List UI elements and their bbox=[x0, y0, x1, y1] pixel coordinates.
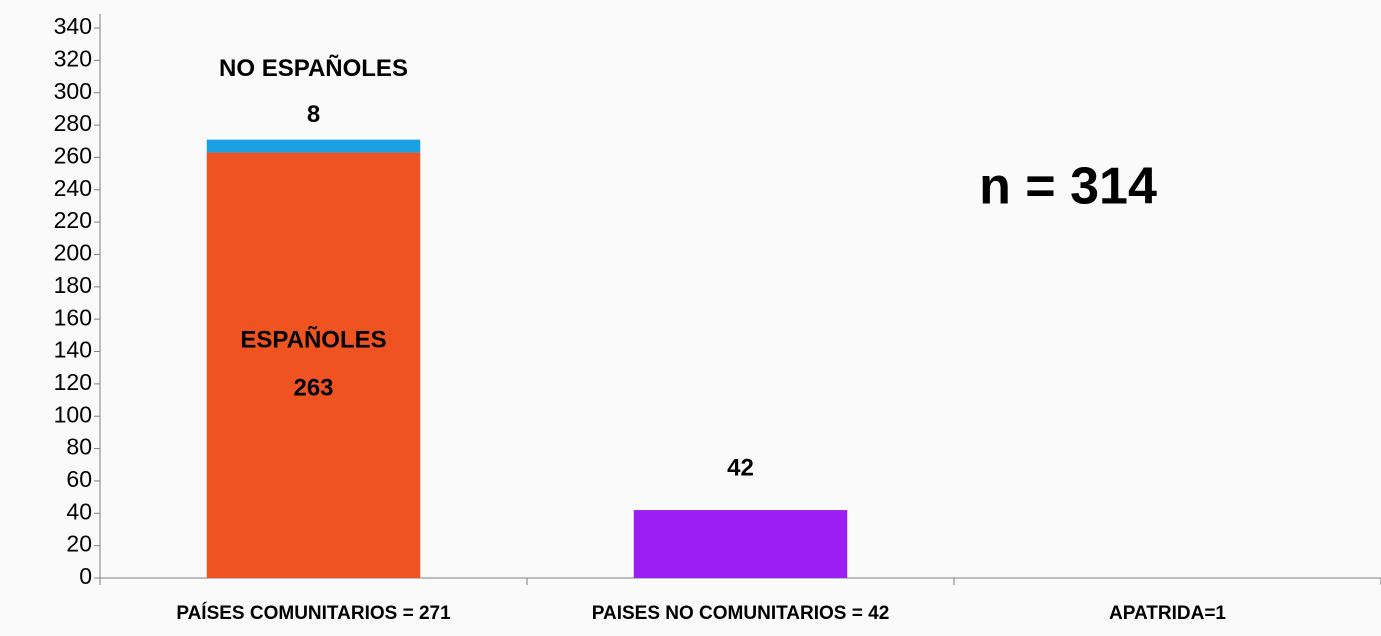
y-tick-label: 140 bbox=[54, 337, 92, 363]
y-tick-label: 280 bbox=[54, 110, 92, 136]
y-tick-label: 120 bbox=[54, 369, 92, 395]
x-tick-label: PAISES NO COMUNITARIOS = 42 bbox=[592, 603, 890, 624]
y-tick-label: 180 bbox=[54, 272, 92, 298]
y-tick-label: 220 bbox=[54, 207, 92, 233]
y-tick-label: 160 bbox=[54, 304, 92, 330]
x-tick-label: APATRIDA=1 bbox=[1109, 603, 1226, 624]
annotation: n = 314 bbox=[979, 158, 1157, 216]
y-tick-label: 320 bbox=[54, 45, 92, 71]
bar-segment bbox=[633, 510, 848, 578]
data-label: 42 bbox=[727, 454, 754, 481]
y-tick-label: 340 bbox=[54, 13, 92, 39]
y-tick-label: 40 bbox=[66, 498, 92, 524]
y-tick-label: 260 bbox=[54, 142, 92, 168]
y-tick-label: 80 bbox=[66, 434, 92, 460]
bar-segment bbox=[206, 139, 421, 153]
y-tick-label: 200 bbox=[54, 240, 92, 266]
y-tick-label: 0 bbox=[79, 563, 92, 589]
x-tick-label: PAÍSES COMUNITARIOS = 271 bbox=[176, 602, 451, 624]
y-tick-label: 60 bbox=[66, 466, 92, 492]
bar-segment bbox=[206, 152, 421, 578]
data-label: 263 bbox=[293, 375, 333, 402]
y-tick-label: 100 bbox=[54, 401, 92, 427]
y-tick-label: 20 bbox=[66, 531, 92, 557]
data-label-name: NO ESPAÑOLES bbox=[219, 54, 408, 82]
y-tick-label: 300 bbox=[54, 78, 92, 104]
y-tick-label: 240 bbox=[54, 175, 92, 201]
data-label: 8 bbox=[307, 101, 320, 128]
data-label-name: ESPAÑOLES bbox=[240, 326, 386, 354]
